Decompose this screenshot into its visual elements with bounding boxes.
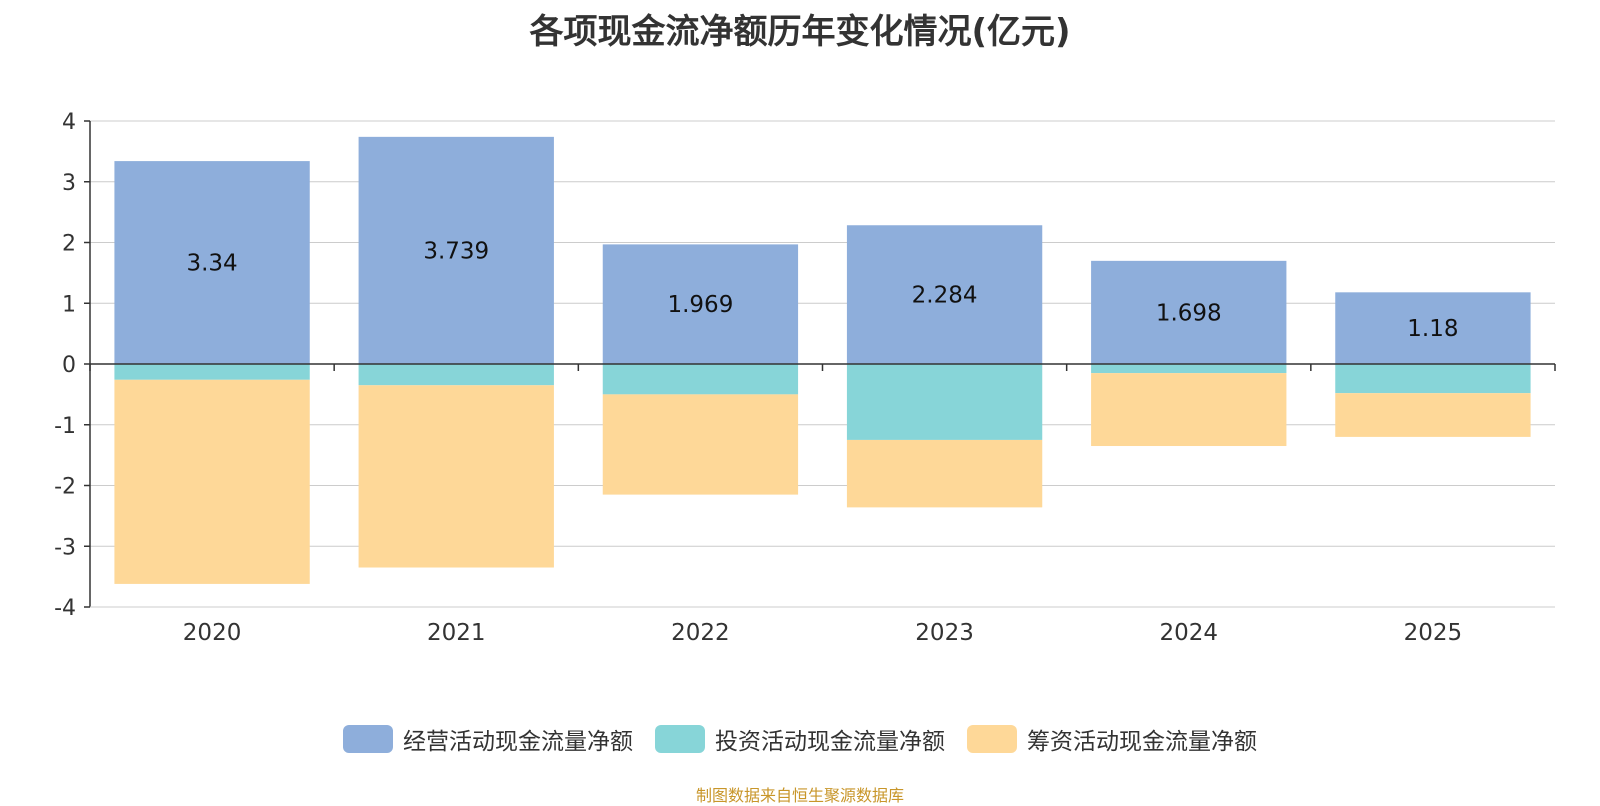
data-label: 1.969 [667,292,733,318]
legend-label-investing: 投资活动现金流量净额 [715,729,945,755]
x-tick-label: 2021 [427,620,486,646]
y-tick-label: -2 [54,475,76,500]
bar-1-2025[interactable] [1335,364,1531,394]
bar-1-2021[interactable] [358,364,554,386]
bar-2-2020[interactable] [114,379,310,584]
y-tick-label: -4 [54,596,76,621]
x-tick-label: 2023 [915,620,974,646]
bar-2-2025[interactable] [1335,393,1531,437]
legend-item-investing[interactable]: 投资活动现金流量净额 [655,722,945,756]
legend-item-financing[interactable]: 筹资活动现金流量净额 [967,722,1257,756]
bar-0-2022[interactable] [602,244,799,364]
bar-1-2024[interactable] [1091,364,1287,374]
y-tick-label: 3 [62,171,76,196]
data-label: 1.698 [1156,300,1222,326]
x-tick-label: 2024 [1159,620,1218,646]
chart-legend: 经营活动现金流量净额 投资活动现金流量净额 筹资活动现金流量净额 [0,722,1600,756]
bar-2-2023[interactable] [846,439,1043,508]
chart-title: 各项现金流净额历年变化情况(亿元) [529,12,1071,52]
data-label: 3.34 [186,251,237,277]
x-tick-label: 2020 [183,620,242,646]
cash-flow-chart: 4 3 2 1 0 -1 -2 -3 -4 3.34 3.739 1.969 2.284 1.698 1.1… [54,110,1556,646]
bar-2-2021[interactable] [358,385,554,568]
bar-0-2020[interactable] [114,161,310,364]
y-tick-label: 0 [62,353,76,378]
data-label: 1.18 [1407,316,1458,342]
y-tick-label: 2 [62,232,76,257]
data-label: 3.739 [423,238,489,264]
bar-0-2025[interactable] [1335,292,1531,364]
legend-label-operating: 经营活动现金流量净额 [403,729,633,755]
data-label: 2.284 [912,283,978,309]
legend-swatch-investing [655,725,705,753]
bar-1-2022[interactable] [602,364,799,395]
legend-item-operating[interactable]: 经营活动现金流量净额 [343,722,633,756]
bar-0-2024[interactable] [1091,260,1287,364]
y-tick-label: -1 [54,414,76,439]
bar-2-2022[interactable] [602,394,799,495]
y-tick-label: 4 [62,110,76,135]
bar-2-2024[interactable] [1091,373,1287,447]
legend-swatch-operating [343,725,393,753]
bar-0-2021[interactable] [358,136,554,364]
legend-label-financing: 筹资活动现金流量净额 [1027,729,1257,755]
y-tick-label: 1 [62,292,76,317]
legend-swatch-financing [967,725,1017,753]
bar-0-2023[interactable] [846,225,1043,364]
y-tick-label: -3 [54,535,76,560]
x-tick-label: 2022 [671,620,730,646]
bar-1-2023[interactable] [846,364,1043,440]
x-tick-label: 2025 [1404,620,1463,646]
source-note: 制图数据来自恒生聚源数据库 [695,786,904,805]
bar-1-2020[interactable] [114,364,310,380]
